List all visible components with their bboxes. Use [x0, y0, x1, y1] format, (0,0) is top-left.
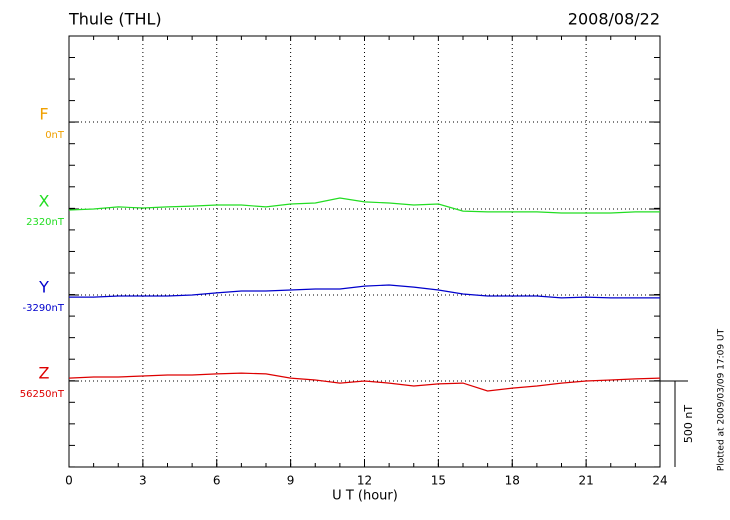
legend-name: X	[39, 192, 50, 211]
trace	[69, 284, 660, 299]
x-tick-label: 0	[65, 474, 73, 488]
chart-date: 2008/08/22	[568, 10, 660, 29]
trace	[68, 197, 660, 214]
baseline-label: 0nT	[45, 130, 65, 141]
baseline-label: 2320nT	[26, 217, 65, 228]
baseline-label: 56250nT	[20, 389, 65, 400]
x-tick-label: 15	[431, 474, 446, 488]
x-tick-label: 18	[505, 474, 520, 488]
x-tick-label: 6	[213, 474, 221, 488]
scale-bar-label: 500 nT	[682, 405, 695, 443]
x-tick-label: 21	[578, 474, 593, 488]
x-tick-label: 3	[139, 474, 147, 488]
chart-title: Thule (THL)	[68, 10, 162, 29]
x-tick-label: 12	[357, 474, 372, 488]
legend-name: F	[39, 105, 48, 124]
legend-name: Z	[39, 364, 50, 383]
trace	[68, 372, 661, 392]
legend-name: Y	[38, 278, 49, 297]
x-tick-label: 9	[287, 474, 295, 488]
footnote: Plotted at 2009/03/09 17:09 UT	[717, 328, 727, 471]
baseline-label: -3290nT	[22, 303, 64, 314]
x-tick-label: 24	[652, 474, 667, 488]
x-axis-label: U T (hour)	[332, 489, 398, 504]
